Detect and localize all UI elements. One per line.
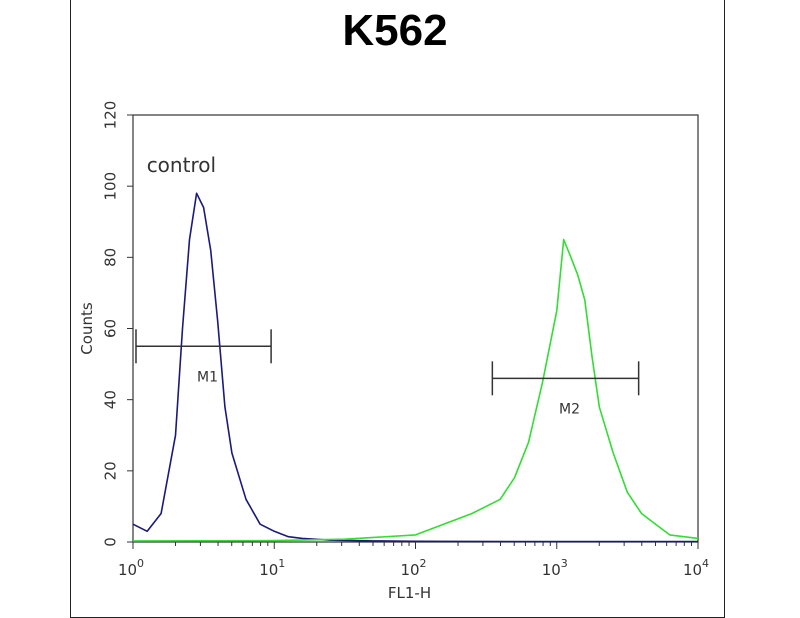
- y-tick-label: 40: [102, 390, 120, 409]
- axes: [127, 114, 699, 549]
- x-tick-base: 10: [259, 561, 278, 579]
- x-tick-base: 10: [542, 561, 561, 579]
- y-tick-label: 0: [102, 537, 120, 547]
- y-tick-label: 100: [102, 172, 120, 201]
- x-tick-base: 10: [683, 561, 702, 579]
- y-tick-label: 60: [102, 319, 120, 338]
- series-line-2: [132, 238, 699, 542]
- x-tick-exponent: 0: [137, 557, 144, 570]
- x-tick-label: 101: [259, 557, 285, 579]
- x-tick-label: 100: [118, 557, 144, 579]
- x-tick-label: 103: [542, 557, 568, 579]
- y-tick-label: 120: [102, 101, 120, 130]
- x-tick-label: 102: [400, 557, 426, 579]
- y-tick-label: 80: [102, 248, 120, 267]
- x-tick-exponent: 1: [278, 557, 285, 570]
- x-tick-base: 10: [118, 561, 137, 579]
- marker-label: M1: [197, 369, 218, 385]
- x-tick-exponent: 3: [561, 557, 568, 570]
- x-axis-title: FL1-H: [388, 584, 431, 600]
- series-layer: [132, 192, 699, 543]
- chart-title: K562: [342, 6, 448, 55]
- x-tick-base: 10: [400, 561, 419, 579]
- x-tick-label: 104: [683, 557, 709, 579]
- x-tick-exponent: 4: [702, 557, 709, 570]
- series-line-1: [132, 192, 698, 543]
- figure-frame: [70, 0, 725, 618]
- figure: K562 0 20 40 60 80 100 120 Counts 100 101 102 103 10…: [70, 0, 725, 618]
- annotation: control: [147, 153, 216, 177]
- x-tick-exponent: 2: [420, 557, 427, 570]
- y-axis-title: Counts: [78, 302, 96, 355]
- marker-layer: [135, 329, 640, 396]
- marker-label: M2: [559, 401, 580, 417]
- y-tick-label: 20: [102, 461, 120, 480]
